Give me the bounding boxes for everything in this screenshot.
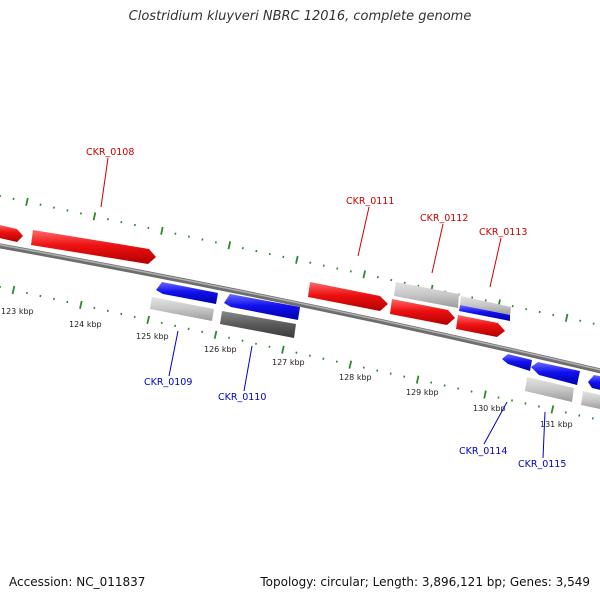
minor-tick (578, 414, 581, 417)
gene-ckr-0116-arrow[interactable] (588, 375, 600, 391)
major-tick (550, 405, 555, 414)
position-label: 130 kbp (473, 404, 506, 413)
major-tick (348, 360, 353, 369)
minor-tick (322, 357, 325, 360)
leader-line-ckr-0114 (483, 401, 508, 445)
major-tick (79, 300, 83, 309)
minor-tick (241, 247, 244, 250)
gene-ckr-0108-arrow[interactable] (31, 230, 156, 264)
major-tick (362, 270, 366, 279)
major-tick (160, 226, 164, 235)
leader-line-ckr-0115 (542, 411, 546, 459)
gene-ckr-0110-arrow[interactable] (224, 294, 300, 320)
gene-ckr-0116-light-feature[interactable] (581, 391, 600, 410)
position-label: 125 kbp (136, 332, 169, 341)
leader-line-ckr-0109 (168, 330, 179, 377)
gene-ckr-0112-light-feature[interactable] (394, 282, 459, 308)
position-label: 131 kbp (540, 420, 573, 429)
gene-label-ckr-0109[interactable]: CKR_0109 (144, 377, 192, 388)
major-tick (483, 390, 487, 399)
gene-ckr-0109-light-feature[interactable] (150, 297, 214, 321)
major-tick (92, 212, 97, 221)
inner-tick-marks (0, 285, 594, 420)
major-tick (11, 285, 16, 295)
accession-text: Accession: NC_011837 (9, 575, 146, 589)
gene-label-ckr-0110[interactable]: CKR_0110 (218, 392, 266, 403)
leader-line-ckr-0108 (100, 157, 109, 208)
outer-tick-marks (0, 194, 595, 325)
minor-tick (228, 336, 231, 339)
minor-tick (564, 411, 567, 414)
gene-label-ckr-0111[interactable]: CKR_0111 (346, 196, 394, 207)
minor-tick (25, 291, 28, 295)
minor-tick (376, 369, 379, 372)
minor-tick (430, 381, 433, 384)
gene-ckr-0115-arrow[interactable] (531, 362, 580, 385)
gene-label-ckr-0112[interactable]: CKR_0112 (420, 213, 468, 224)
minor-tick (66, 300, 69, 304)
minor-tick (174, 324, 177, 327)
gene-ckr-0114-arrow[interactable] (502, 354, 532, 371)
map-title: Clostridium kluyveri NBRC 12016, complet… (128, 9, 472, 24)
gene-label-ckr-0115[interactable]: CKR_0115 (518, 459, 566, 470)
minor-tick (79, 212, 82, 215)
leader-line-ckr-0112 (431, 223, 444, 274)
genome-backbone-highlight (0, 244, 600, 371)
gene-label-ckr-0114[interactable]: CKR_0114 (459, 446, 507, 457)
minor-tick (524, 402, 527, 405)
minor-tick (255, 249, 258, 253)
gene-ckr-0110-dark-feature[interactable] (220, 311, 296, 338)
gene-ckr-0109-arrow[interactable] (156, 282, 218, 304)
leader-line-ckr-0111 (357, 206, 370, 257)
gene-ckr-0107-arrow[interactable] (0, 224, 23, 242)
gene-ckr-0111-arrow[interactable] (308, 282, 388, 311)
gene-label-ckr-0108[interactable]: CKR_0108 (86, 147, 134, 158)
major-tick (213, 330, 218, 339)
genome-stats-text: Topology: circular; Length: 3,896,121 bp… (260, 575, 590, 589)
leader-line-ckr-0113 (489, 237, 502, 288)
major-tick (146, 315, 150, 324)
major-tick (295, 255, 299, 264)
gene-ckr-0112-arrow[interactable] (390, 299, 455, 325)
minor-tick (470, 390, 473, 393)
minor-tick (66, 209, 69, 212)
gene-label-ckr-0113[interactable]: CKR_0113 (479, 227, 527, 238)
leader-line-ckr-0110 (243, 345, 253, 392)
major-tick (227, 241, 232, 250)
minor-tick (552, 313, 555, 317)
position-label: 123 kbp (1, 307, 34, 316)
major-tick (281, 345, 285, 354)
major-tick (415, 375, 420, 384)
major-tick (25, 197, 29, 206)
position-label: 127 kbp (272, 358, 305, 367)
minor-tick (579, 319, 582, 322)
minor-tick (268, 345, 271, 348)
minor-tick (120, 312, 123, 316)
gene-ckr-0113-blue-overlay[interactable] (459, 305, 510, 321)
position-label: 128 kbp (339, 373, 372, 382)
genome-backbone (0, 243, 600, 374)
position-label: 126 kbp (204, 345, 237, 354)
position-label: 129 kbp (406, 388, 439, 397)
major-tick (564, 313, 569, 322)
position-label: 124 kbp (69, 320, 102, 329)
gene-ckr-0113-arrow[interactable] (456, 315, 505, 337)
gene-ckr-0113-light-feature[interactable] (460, 296, 511, 315)
gene-ckr-0115-light-feature[interactable] (525, 377, 574, 402)
minor-tick (390, 278, 393, 282)
